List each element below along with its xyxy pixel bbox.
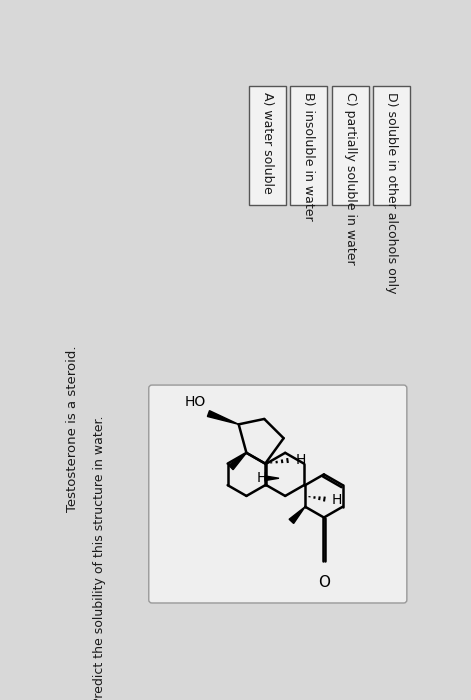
Polygon shape [265, 476, 279, 480]
Text: B) insoluble in water: B) insoluble in water [302, 92, 315, 220]
Bar [332, 85, 369, 205]
Text: H: H [332, 493, 342, 507]
Bar [249, 85, 286, 205]
Bar [373, 85, 410, 205]
Polygon shape [289, 507, 305, 524]
Text: H: H [295, 453, 306, 467]
Text: D) soluble in other alcohols only: D) soluble in other alcohols only [385, 92, 398, 293]
Bar [290, 85, 327, 205]
Text: Testosterone is a steroid.: Testosterone is a steroid. [66, 346, 79, 512]
Text: A) water soluble: A) water soluble [261, 92, 274, 193]
Text: O: O [318, 575, 330, 590]
Text: HO: HO [185, 395, 206, 409]
Text: H: H [256, 471, 267, 485]
Text: C) partially soluble in water: C) partially soluble in water [344, 92, 357, 265]
Polygon shape [207, 411, 239, 424]
FancyBboxPatch shape [149, 385, 407, 603]
Text: Predict the solubility of this structure in water.: Predict the solubility of this structure… [93, 415, 106, 700]
Polygon shape [229, 453, 246, 470]
